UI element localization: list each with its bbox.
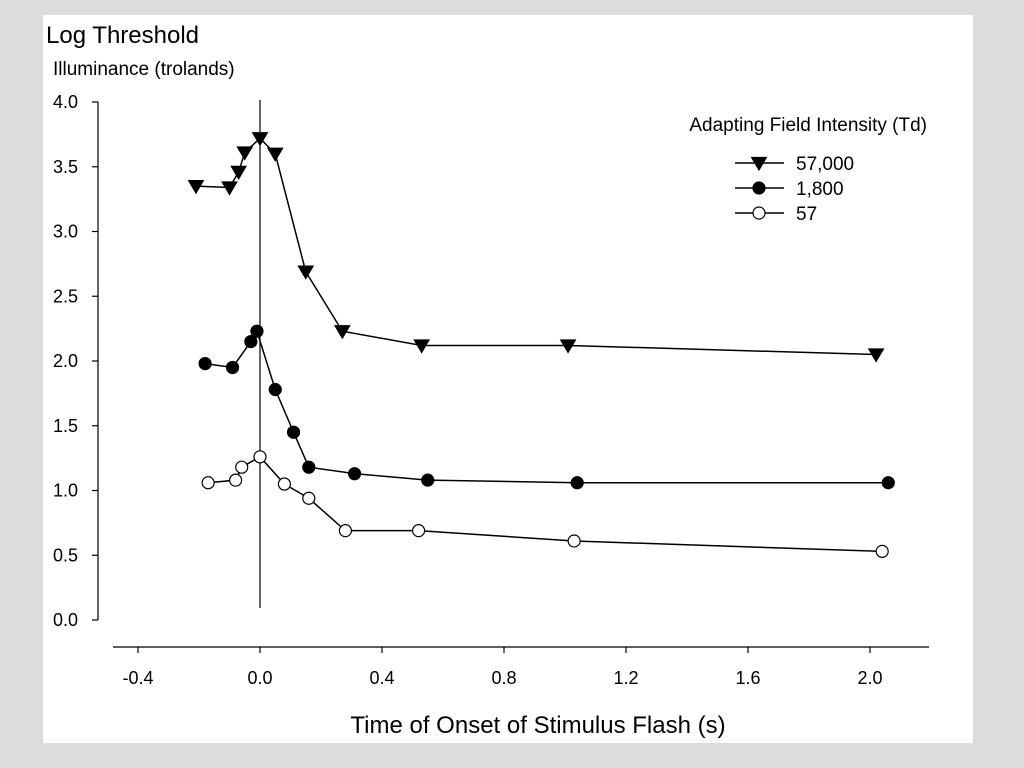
x-tick-label: 0.8 [491,668,516,688]
legend-marker [752,181,766,195]
data-point [221,181,238,196]
data-point [198,356,212,371]
data-point [277,477,291,491]
data-point [286,425,301,439]
series-3 [201,450,889,558]
x-tick-label: 0.4 [369,668,394,688]
data-point [421,473,435,487]
legend-label: 1,800 [796,179,844,200]
series-line [195,137,877,356]
data-point [302,491,316,505]
x-tick-label: 1.6 [735,668,760,688]
chart-subtitle: Illuminance (trolands) [53,59,235,80]
data-point [244,334,258,349]
x-tick-label: -0.4 [122,668,153,688]
data-point [347,467,362,481]
legend-marker [750,156,768,172]
y-tick-label: 3.0 [53,222,78,242]
legend-label: 57,000 [796,154,854,175]
data-point [302,460,316,474]
legend-marker [752,206,766,220]
series-layer [187,132,895,558]
series-1 [187,132,885,363]
chart-title: Log Threshold [46,22,199,49]
data-point [268,382,282,397]
data-point [413,339,431,354]
legend-label: 57 [796,204,817,225]
slide-panel: Log Threshold Illuminance (trolands) Tim… [43,15,973,743]
data-point [225,360,240,375]
data-point [338,524,352,538]
data-point [266,147,284,162]
y-tick-label: 0.0 [53,610,78,630]
x-tick-label: 0.0 [247,668,272,688]
y-tick-label: 1.5 [53,416,78,436]
data-point [867,348,885,363]
data-point [412,524,426,538]
y-tick-label: 1.0 [53,481,78,501]
data-point [251,132,269,147]
series-line [208,455,883,553]
data-point [250,324,264,338]
legend: 57,000 1,800 57 [735,154,854,225]
data-point [236,146,254,161]
data-point [559,339,577,354]
y-tick-label: 0.5 [53,545,78,565]
data-point [881,476,895,490]
y-tick-label: 4.0 [53,92,78,112]
data-point [187,180,205,195]
data-point [229,473,243,487]
data-point [253,450,267,464]
data-point [333,325,351,340]
legend-title: Adapting Field Intensity (Td) [689,115,927,136]
data-point [570,476,584,490]
data-point [297,265,315,280]
data-point [201,476,215,490]
x-tick-label: 2.0 [857,668,882,688]
x-axis-label: Time of Onset of Stimulus Flash (s) [350,712,725,739]
data-point [567,534,581,548]
data-point [230,165,248,181]
y-tick-label: 2.0 [53,351,78,371]
axes: 0.0 0.5 1.0 1.5 2.0 2.5 3.0 3.5 4.0 -0.4 0.0 0.4 0.8… [53,92,929,688]
chart: Log Threshold Illuminance (trolands) Tim… [46,22,929,739]
data-point [875,544,889,558]
y-tick-label: 2.5 [53,286,78,306]
series-line [204,329,889,484]
y-tick-label: 3.5 [53,157,78,177]
x-tick-label: 1.2 [613,668,638,688]
data-point [235,460,249,474]
series-2 [198,324,895,490]
